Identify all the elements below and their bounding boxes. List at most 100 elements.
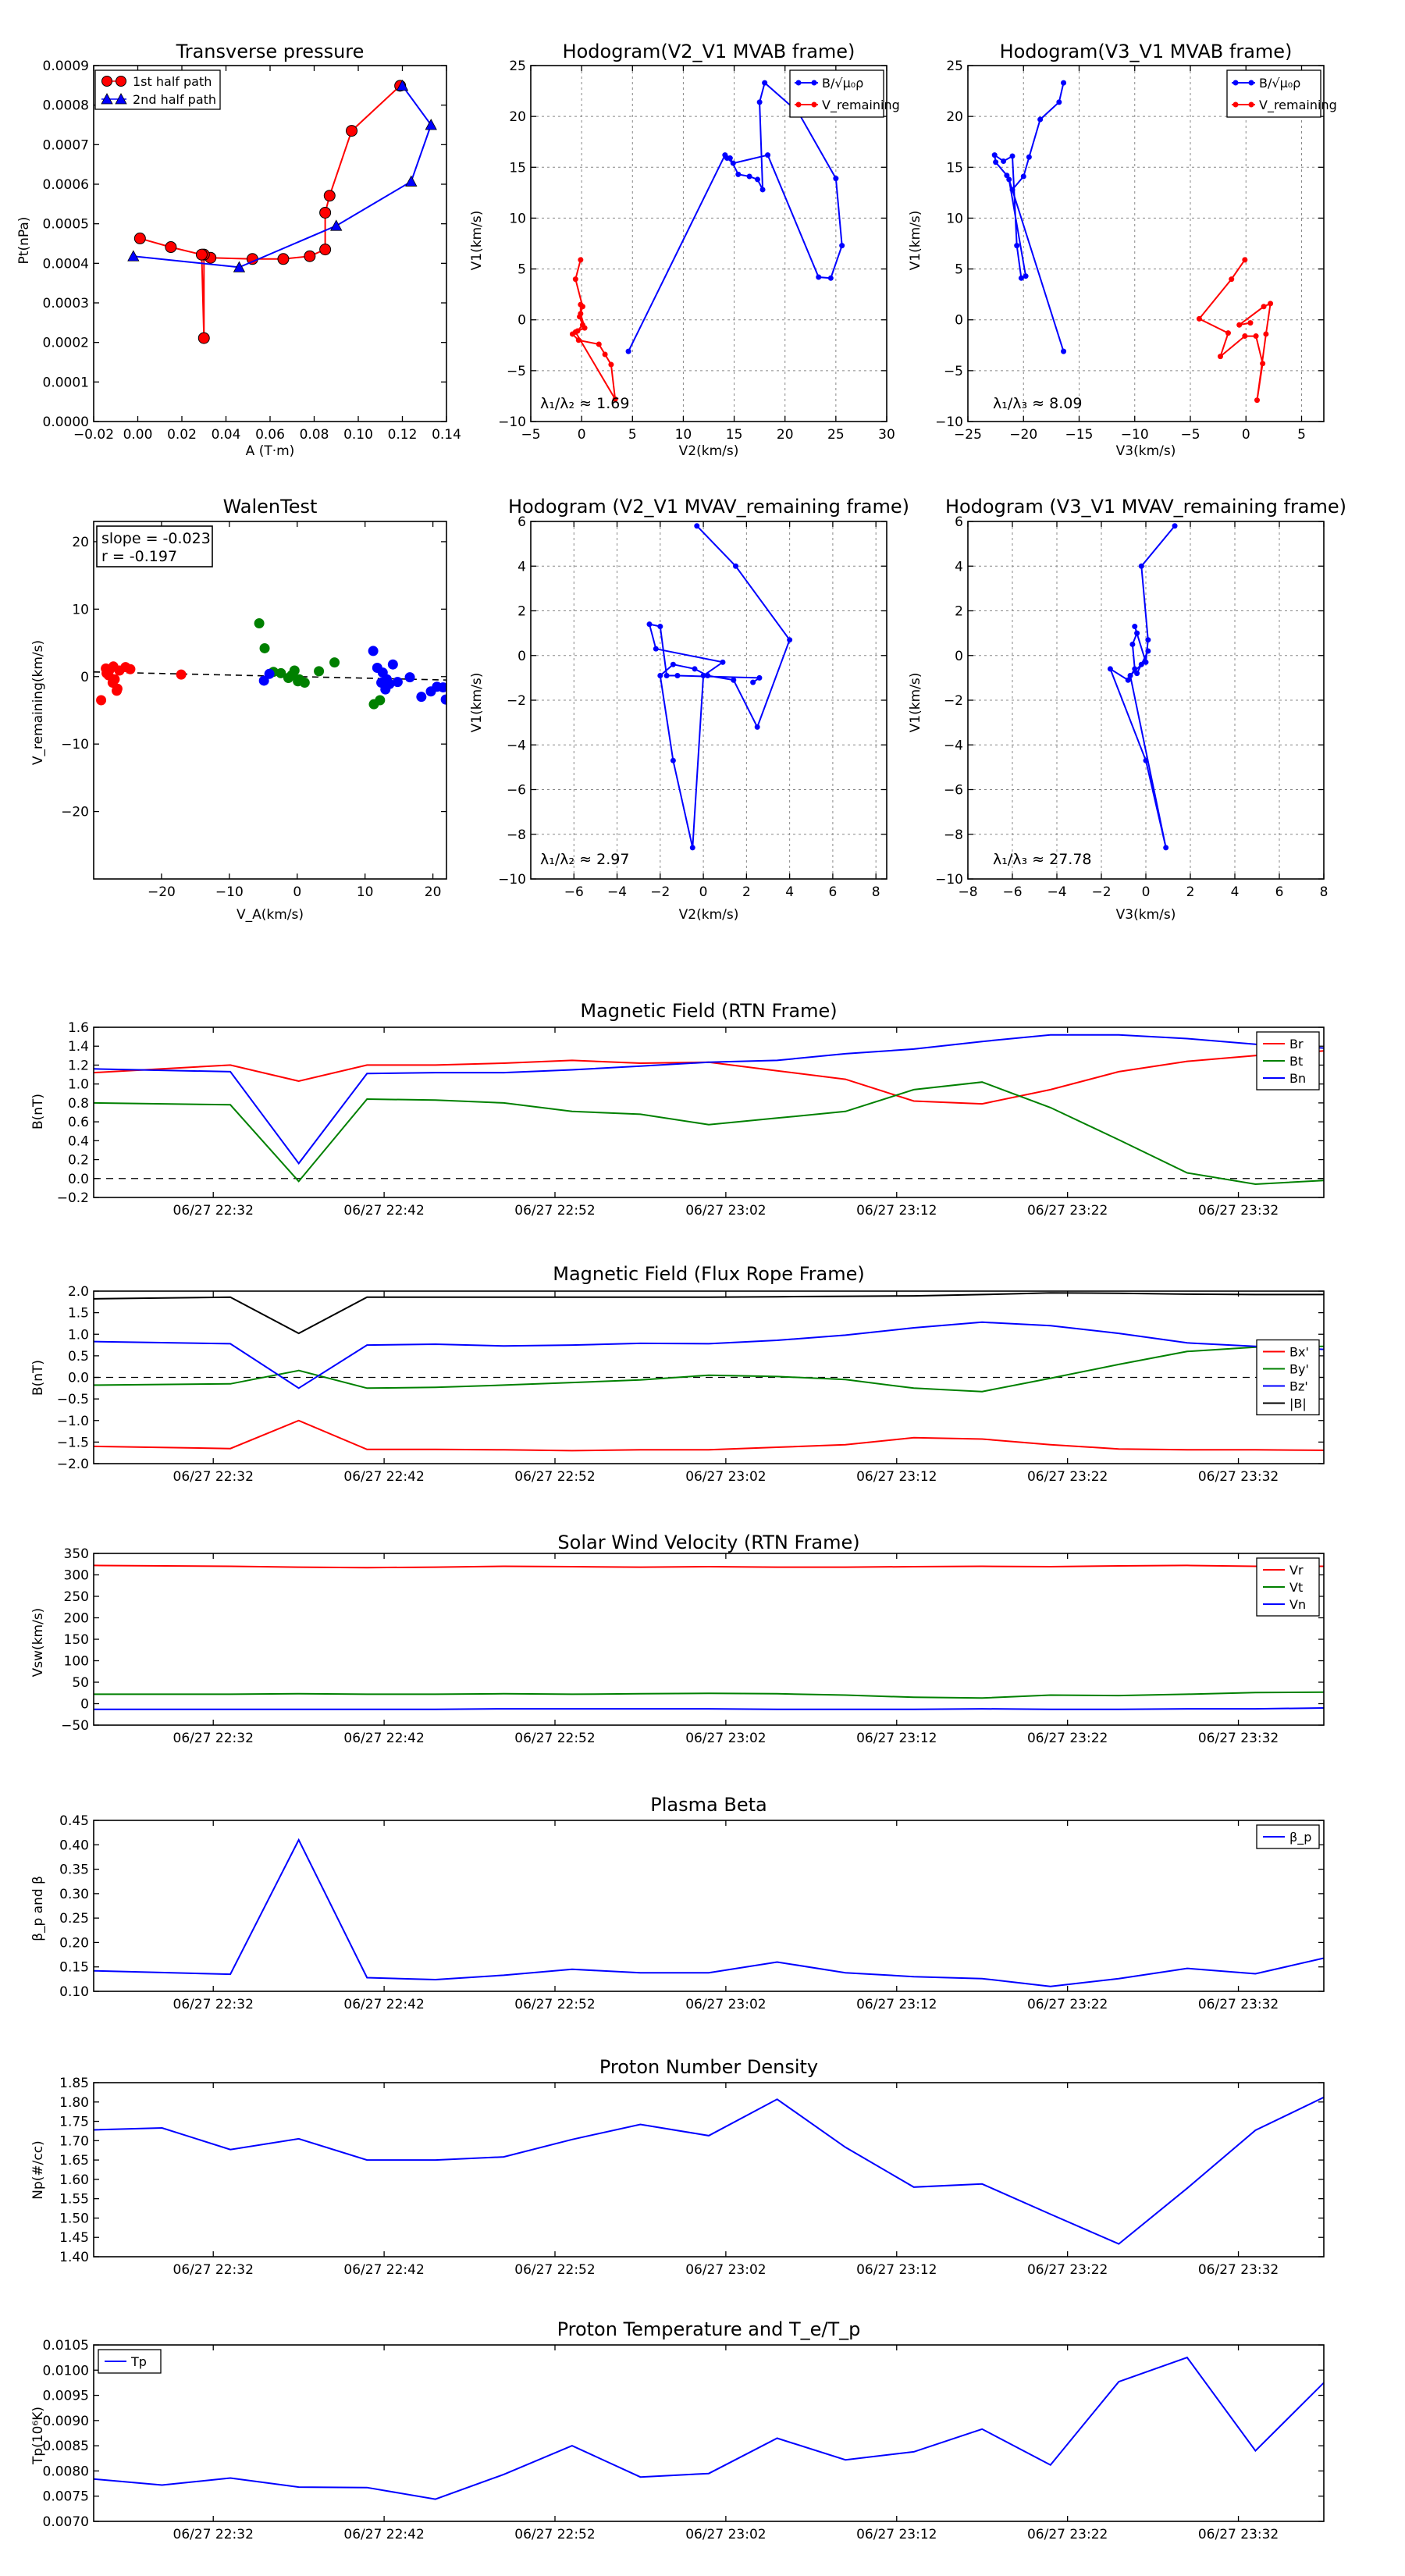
x-tick-label: 06/27 23:02: [685, 1731, 766, 1746]
y-tick-label: 10: [946, 211, 963, 226]
y-tick-label: 15: [509, 160, 526, 176]
x-tick-label: 0.14: [432, 427, 461, 443]
data-point: [578, 311, 584, 317]
y-tick-label: −1.0: [57, 1414, 89, 1429]
plot-area: −6 −4 −2 0 2 4 6 8 −10 −8 −6 −4 −2 0 2 4 6: [498, 514, 887, 900]
data-point: [827, 275, 834, 281]
data-point: [1127, 673, 1133, 679]
data-point: [1261, 304, 1267, 310]
x-tick-label: −25: [954, 427, 982, 443]
plot-frame: [93, 1820, 1325, 1992]
y-tick-label: 1.4: [68, 1039, 89, 1055]
y-axis-label: V1(km/s): [469, 211, 485, 271]
series-line: [94, 1838, 1324, 1987]
data-point: [96, 695, 107, 706]
y-tick-label: 0.15: [59, 1960, 89, 1976]
data-point: [1107, 666, 1113, 672]
transverse-pressure-chart: Transverse pressure A (T·m) Pt(nPa) −0.0…: [16, 41, 461, 459]
data-point: [1129, 641, 1136, 647]
x-tick-label: −20: [1009, 427, 1037, 443]
data-point: [730, 160, 736, 166]
y-tick-label: −0.5: [57, 1392, 89, 1407]
x-axis-label: V3(km/s): [1116, 907, 1176, 923]
data-point: [404, 672, 415, 683]
data-point: [254, 617, 265, 628]
data-point: [1134, 630, 1140, 636]
y-tick-label: 200: [64, 1611, 89, 1627]
y-tick-label: 0.0005: [43, 217, 89, 233]
x-axis-label: V2(km/s): [679, 907, 739, 923]
x-tick-label: 15: [726, 427, 743, 443]
data-point: [440, 694, 446, 705]
data-point: [759, 187, 766, 193]
x-tick-label: 5: [1297, 427, 1306, 443]
x-tick-label: 06/27 22:52: [514, 1731, 595, 1746]
x-tick-label: 0: [578, 427, 586, 443]
plot-marks: [94, 1838, 1324, 1987]
y-tick-label: 6: [955, 514, 963, 530]
y-tick-label: 0.0105: [43, 2338, 89, 2354]
x-tick-label: 06/27 23:22: [1027, 1997, 1108, 2012]
data-point: [195, 248, 208, 261]
x-tick-label: 06/27 22:42: [343, 2527, 424, 2542]
data-point: [1018, 275, 1024, 281]
data-point: [646, 621, 653, 628]
y-tick-label: 5: [955, 262, 963, 278]
legend-label: Tp: [130, 2354, 147, 2369]
plot-area: 06/27 22:32 06/27 22:42 06/27 22:52 06/27 2…: [59, 1813, 1325, 2012]
plot-frame: [93, 1026, 1325, 1198]
data-point: [608, 361, 614, 368]
plot-frame: [530, 521, 887, 880]
data-point: [762, 80, 768, 86]
x-tick-label: 10: [357, 884, 374, 900]
data-point: [314, 666, 325, 677]
x-tick-label: 06/27 23:12: [856, 1997, 937, 2012]
y-tick-label: 1.80: [59, 2095, 89, 2111]
x-tick-label: 06/27 22:32: [173, 2527, 254, 2542]
legend-label: B/√μ₀ρ: [1259, 76, 1300, 91]
plot-area: 06/27 22:32 06/27 22:42 06/27 22:52 06/27 2…: [57, 1284, 1325, 1485]
data-point: [657, 624, 663, 630]
x-tick-label: −5: [1180, 427, 1200, 443]
y-tick-label: 0.0003: [43, 296, 89, 311]
chart-title: Proton Number Density: [599, 2056, 818, 2078]
chart-title: Solar Wind Velocity (RTN Frame): [557, 1532, 859, 1553]
data-point: [258, 675, 269, 686]
y-tick-label: −4: [507, 738, 526, 753]
data-point: [1143, 757, 1149, 763]
y-tick-label: −4: [944, 738, 963, 753]
data-point: [233, 261, 246, 272]
data-point: [754, 724, 760, 730]
data-point: [787, 637, 793, 643]
y-tick-label: 0: [518, 649, 526, 664]
plot-area: 06/27 22:32 06/27 22:42 06/27 22:52 06/27 2…: [59, 2076, 1325, 2278]
y-tick-label: 5: [518, 262, 526, 278]
y-tick-label: 0.45: [59, 1813, 89, 1829]
y-tick-label: 0.0007: [43, 137, 89, 153]
x-tick-label: 0.12: [388, 427, 418, 443]
data-point: [165, 241, 177, 254]
data-point: [368, 646, 379, 656]
data-point: [674, 673, 681, 679]
x-axis-label: V3(km/s): [1116, 443, 1176, 459]
legend: Tp: [98, 2349, 162, 2374]
data-point: [1125, 677, 1131, 683]
plot-frame: [530, 65, 887, 422]
legend: Br Bt Bn: [1256, 1031, 1320, 1091]
x-tick-label: 06/27 22:32: [173, 1469, 254, 1485]
plot-marks: [569, 80, 845, 402]
y-tick-label: −0.2: [57, 1190, 89, 1206]
x-tick-label: 8: [872, 884, 880, 900]
series-line: [94, 1419, 1324, 1452]
data-point: [991, 152, 998, 158]
x-tick-label: 06/27 23:32: [1198, 1203, 1279, 1219]
plot-marks: [94, 1292, 1324, 1452]
legend: B/√μ₀ρ V_remaining: [789, 69, 900, 118]
data-point: [1061, 80, 1067, 86]
y-axis-label: Vsw(km/s): [30, 1608, 46, 1678]
y-tick-label: 0: [955, 313, 963, 329]
y-tick-label: 0.0070: [43, 2514, 89, 2530]
data-point: [1254, 397, 1260, 404]
legend-label: Bx': [1289, 1345, 1309, 1360]
